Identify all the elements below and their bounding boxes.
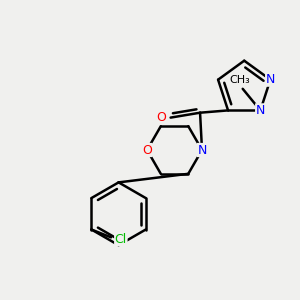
Text: N: N: [266, 73, 275, 86]
Text: O: O: [156, 111, 166, 124]
Text: N: N: [197, 143, 207, 157]
Text: CH₃: CH₃: [230, 75, 250, 85]
Text: Cl: Cl: [115, 233, 127, 246]
Text: N: N: [256, 104, 265, 117]
Text: O: O: [142, 143, 152, 157]
